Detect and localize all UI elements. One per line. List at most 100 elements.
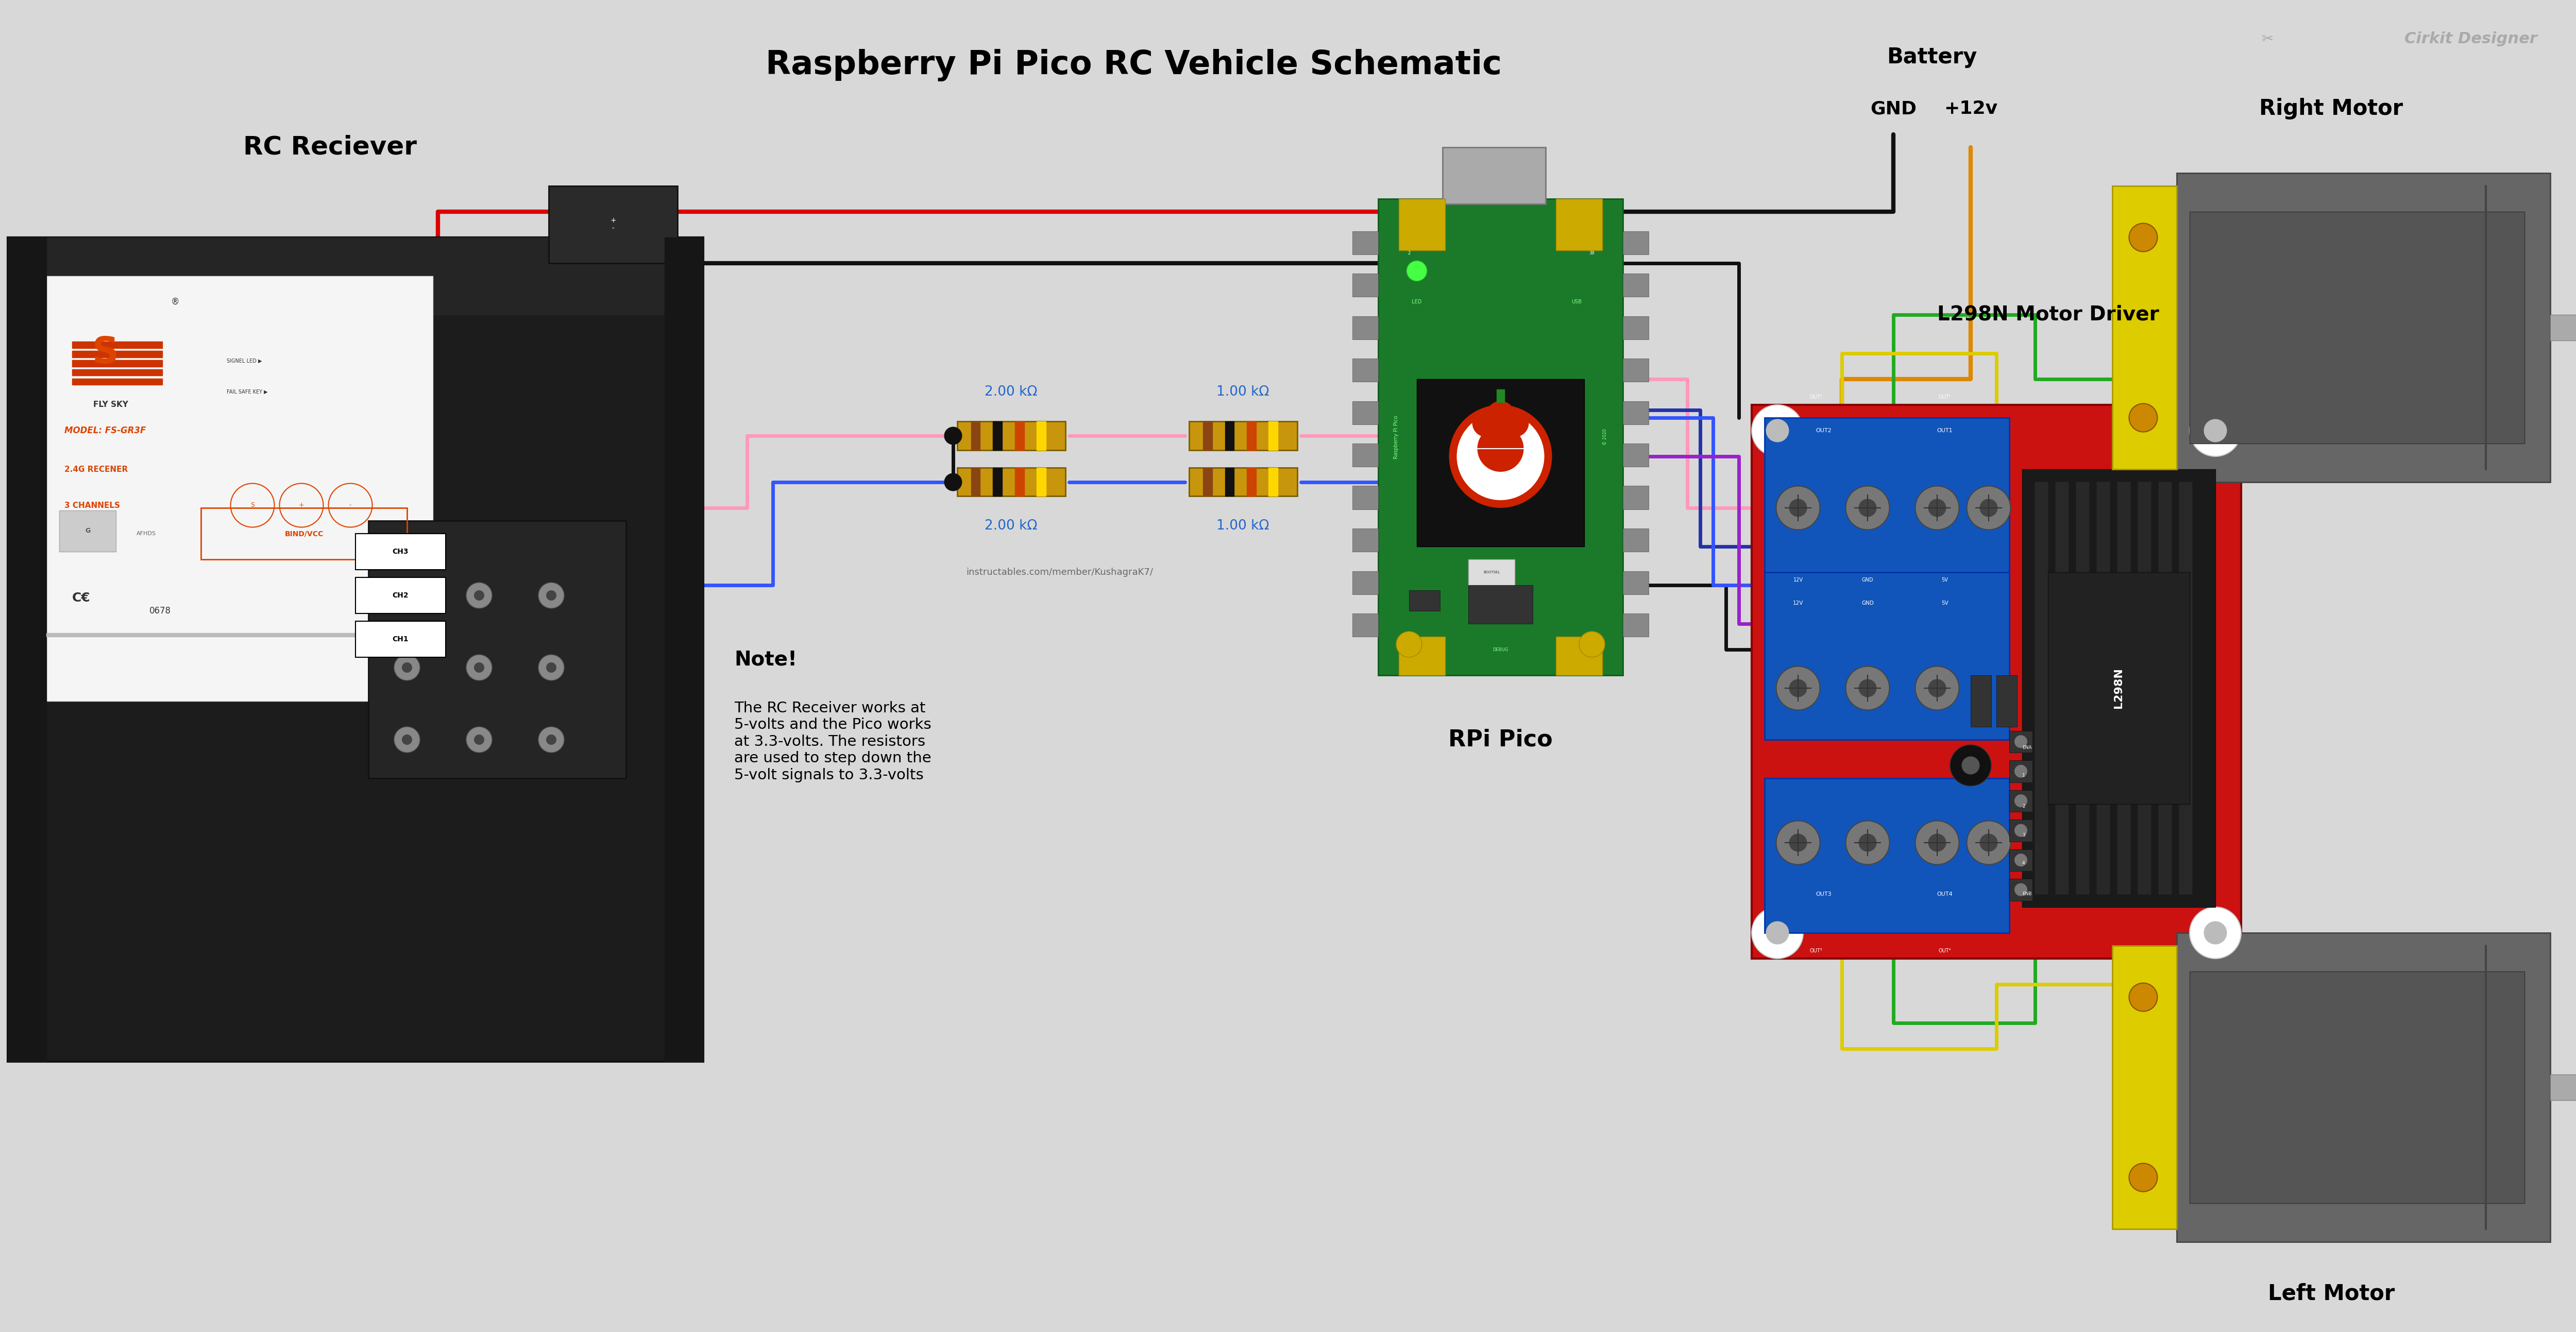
Circle shape <box>1917 666 1960 710</box>
Bar <box>2117 482 2130 894</box>
Circle shape <box>1479 425 1525 472</box>
Bar <box>1417 380 1584 546</box>
Bar <box>1497 389 1504 402</box>
Circle shape <box>1860 834 1875 851</box>
Circle shape <box>1777 666 1819 710</box>
Text: GND: GND <box>1870 100 1917 117</box>
Bar <box>1036 468 1046 497</box>
Circle shape <box>2128 404 2159 432</box>
Bar <box>2190 971 2524 1203</box>
Circle shape <box>1448 405 1551 507</box>
Bar <box>1352 614 1378 637</box>
Circle shape <box>2014 735 2027 749</box>
Bar <box>1556 637 1602 675</box>
Circle shape <box>1788 679 1808 697</box>
Circle shape <box>1950 745 1991 786</box>
Text: G: G <box>85 527 90 534</box>
Bar <box>2112 946 2177 1229</box>
Bar <box>1352 273 1378 297</box>
Bar <box>1352 486 1378 509</box>
Bar <box>1378 198 1623 675</box>
Bar <box>2138 482 2151 894</box>
Bar <box>2097 482 2110 894</box>
Text: SIGNEL LED ▶: SIGNEL LED ▶ <box>227 358 263 364</box>
Circle shape <box>1860 499 1875 517</box>
Bar <box>958 468 1066 497</box>
Text: AFHDS: AFHDS <box>137 531 157 537</box>
Circle shape <box>943 426 963 445</box>
Bar <box>1015 422 1025 450</box>
Circle shape <box>1777 486 1819 530</box>
Bar <box>2009 819 2032 842</box>
Circle shape <box>1917 486 1960 530</box>
Bar <box>1036 422 1046 450</box>
Bar <box>1352 571 1378 594</box>
Text: 12V: 12V <box>1793 601 1803 606</box>
Bar <box>72 341 162 348</box>
Circle shape <box>394 582 420 609</box>
Bar <box>8 237 703 314</box>
Circle shape <box>402 662 412 673</box>
Bar <box>1623 571 1649 594</box>
Text: CH1: CH1 <box>392 635 410 643</box>
Circle shape <box>1963 757 1981 774</box>
Text: OUT²: OUT² <box>1811 394 1821 400</box>
Circle shape <box>1486 401 1515 429</box>
Circle shape <box>2205 922 2226 944</box>
Bar <box>72 369 162 376</box>
Text: The RC Receiver works at
5-volts and the Pico works
at 3.3-volts. The resistors
: The RC Receiver works at 5-volts and the… <box>734 701 933 782</box>
Bar <box>1752 405 2241 959</box>
Text: Cirkit Designer: Cirkit Designer <box>2403 32 2537 47</box>
Bar <box>1623 358 1649 382</box>
Text: FLY SKY: FLY SKY <box>93 401 129 409</box>
Text: C€: C€ <box>72 591 90 605</box>
Text: FAIL SAFE KEY ▶: FAIL SAFE KEY ▶ <box>227 389 268 394</box>
Bar <box>1443 148 1546 204</box>
Bar <box>971 422 979 450</box>
Bar <box>1623 401 1649 424</box>
Bar <box>1203 422 1213 450</box>
Text: 5V: 5V <box>1942 577 1947 582</box>
Circle shape <box>1777 821 1819 864</box>
Circle shape <box>1860 679 1875 697</box>
Circle shape <box>1927 834 1947 851</box>
Text: ENB: ENB <box>2022 892 2032 896</box>
Bar <box>2177 932 2550 1241</box>
Bar <box>355 534 446 570</box>
Circle shape <box>546 734 556 745</box>
Text: DEBUG: DEBUG <box>1492 647 1510 651</box>
Bar <box>8 237 46 1062</box>
Circle shape <box>2014 883 2027 896</box>
Bar <box>2177 173 2550 482</box>
Circle shape <box>1473 409 1499 437</box>
Text: GND: GND <box>1862 601 1873 606</box>
Bar <box>8 237 703 1062</box>
Bar <box>549 186 677 264</box>
Circle shape <box>1981 499 1999 517</box>
Text: +
-: + - <box>611 217 616 232</box>
Bar <box>1352 444 1378 466</box>
Circle shape <box>402 590 412 601</box>
Text: +: + <box>299 502 304 509</box>
Bar <box>665 237 703 1062</box>
Bar <box>1971 675 1991 727</box>
Circle shape <box>1788 499 1808 517</box>
Circle shape <box>546 590 556 601</box>
Bar <box>1468 585 1533 623</box>
Text: LED: LED <box>1412 300 1422 305</box>
Bar <box>1556 198 1602 250</box>
Circle shape <box>1406 261 1427 281</box>
Text: 1: 1 <box>2022 774 2025 778</box>
Text: 1.00 kΩ: 1.00 kΩ <box>1216 385 1270 398</box>
Bar <box>2048 573 2190 805</box>
Bar <box>59 510 116 551</box>
Bar <box>1765 573 2009 739</box>
Text: 3 CHANNELS: 3 CHANNELS <box>64 501 121 509</box>
Bar <box>1352 316 1378 340</box>
Bar <box>355 621 446 657</box>
Bar <box>1352 401 1378 424</box>
Text: S: S <box>250 502 255 509</box>
Text: CH3: CH3 <box>392 547 410 555</box>
Text: Note!: Note! <box>734 650 796 669</box>
Bar <box>1352 529 1378 551</box>
